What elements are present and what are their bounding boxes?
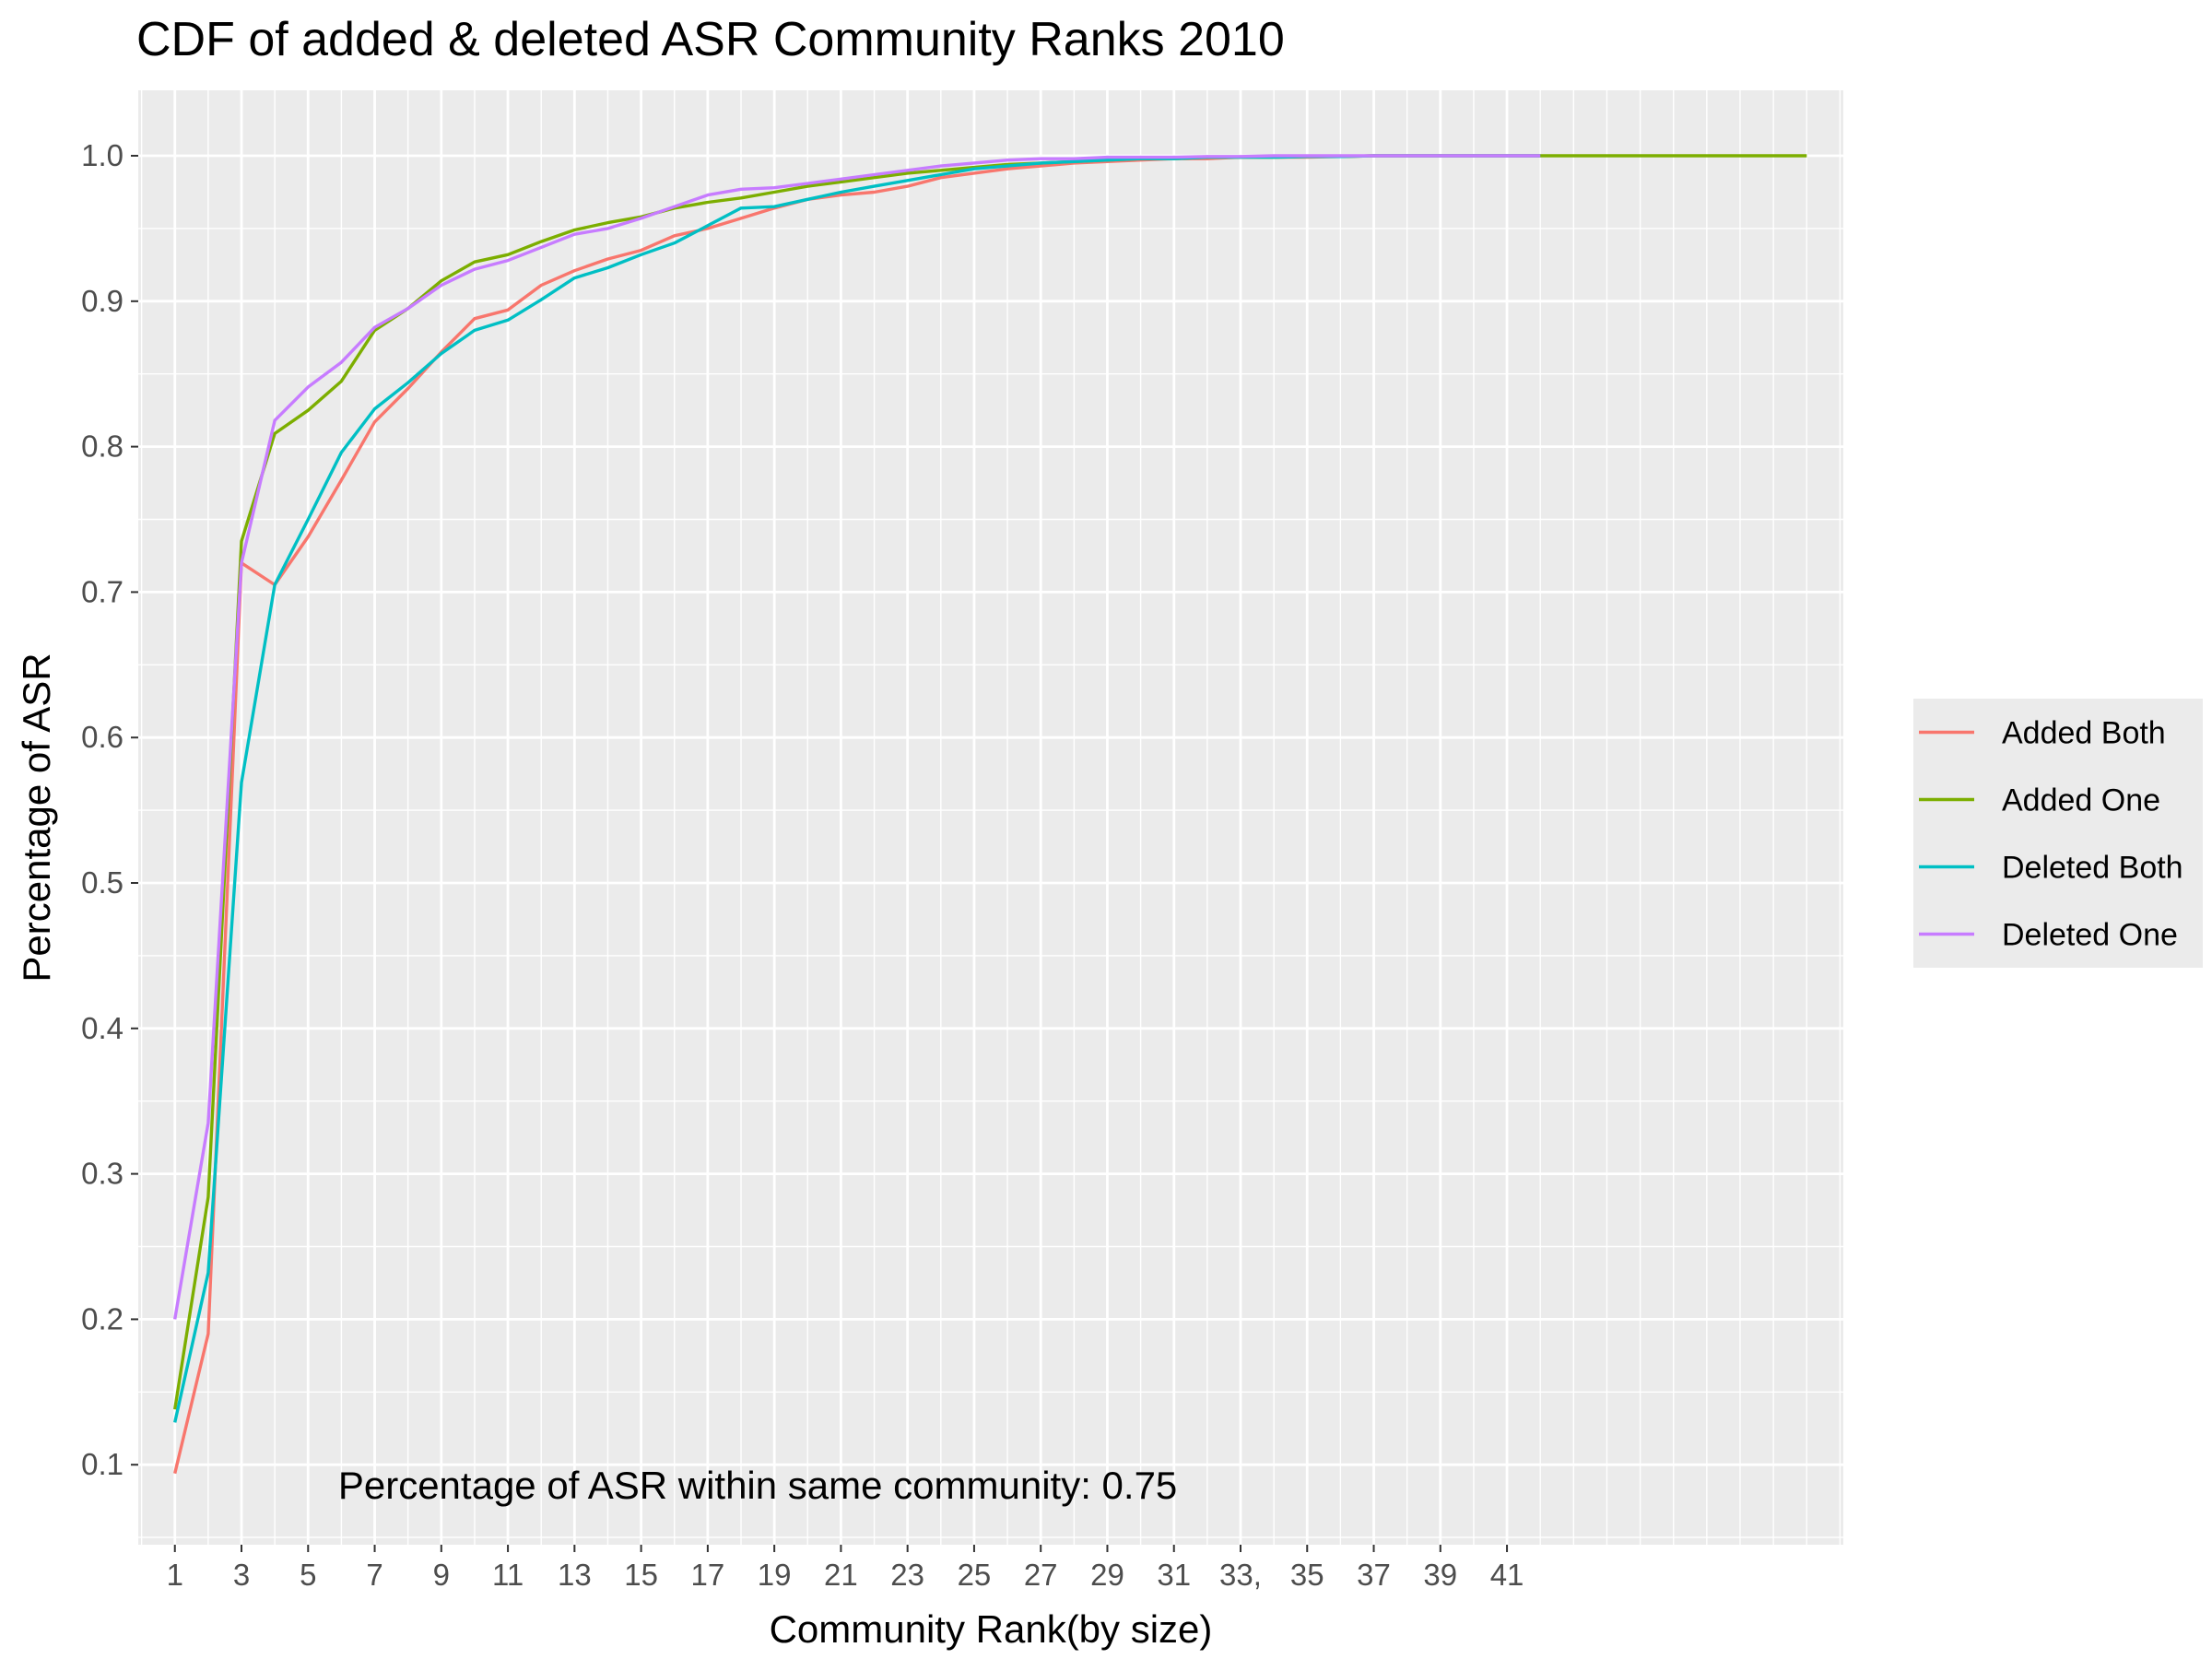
y-tick-label: 0.8 (81, 429, 124, 464)
y-axis-title: Percentage of ASR (15, 653, 58, 982)
y-tick-label: 0.2 (81, 1301, 124, 1335)
x-tick-label: 19 (758, 1558, 792, 1592)
x-tick-label: 15 (624, 1558, 658, 1592)
x-tick-label: 35 (1290, 1558, 1324, 1592)
x-tick-label: 9 (433, 1558, 450, 1592)
x-axis-ticks: 1 3 5 7 9 11 13 15 17 19 21 23 25 27 29 31 33, 35 37 39 41 (167, 1545, 1524, 1592)
x-tick-label: 31 (1157, 1558, 1191, 1592)
y-axis-ticks: 0.1 0.2 0.3 0.4 0.5 0.6 0.7 0.8 0.9 1.0 (81, 138, 138, 1481)
x-tick-label: 25 (958, 1558, 992, 1592)
x-tick-label: 3 (233, 1558, 250, 1592)
chart-title: CDF of added & deleted ASR Community Ran… (136, 13, 1285, 66)
legend-box (1913, 699, 2203, 968)
x-tick-label: 21 (824, 1558, 858, 1592)
x-tick-label: 41 (1490, 1558, 1524, 1592)
x-tick-label: 27 (1024, 1558, 1058, 1592)
y-tick-label: 0.1 (81, 1447, 124, 1481)
x-axis-title: Community Rank(by size) (770, 1607, 1213, 1651)
y-tick-label: 0.3 (81, 1157, 124, 1191)
annotation-text: Percentage of ASR within same community:… (338, 1464, 1177, 1507)
legend-label-deleted-both: Deleted Both (2002, 851, 2183, 886)
legend-label-added-both: Added Both (2002, 716, 2166, 751)
x-tick-label: 39 (1423, 1558, 1457, 1592)
x-tick-label: 23 (890, 1558, 924, 1592)
series-lines (173, 154, 1807, 1475)
x-tick-label: 5 (300, 1558, 316, 1592)
legend: Added Both Added One Deleted Both Deleted O… (1913, 699, 2203, 968)
x-tick-label: 37 (1357, 1558, 1391, 1592)
y-tick-label: 0.7 (81, 574, 124, 608)
minor-gridlines (138, 90, 1843, 1545)
major-gridlines (138, 90, 1843, 1545)
x-tick-label: 29 (1090, 1558, 1124, 1592)
y-tick-label: 0.4 (81, 1011, 124, 1045)
series-line-deleted-one (173, 154, 1541, 1320)
y-tick-label: 1.0 (81, 138, 124, 172)
legend-label-added-one: Added One (2002, 783, 2160, 818)
y-tick-label: 0.9 (81, 284, 124, 318)
x-tick-label: 1 (167, 1558, 183, 1592)
y-tick-label: 0.5 (81, 865, 124, 900)
x-tick-label: 33, (1219, 1558, 1262, 1592)
plot-panel (138, 90, 1843, 1545)
x-tick-label: 13 (558, 1558, 592, 1592)
x-tick-label: 7 (366, 1558, 382, 1592)
legend-label-deleted-one: Deleted One (2002, 918, 2178, 953)
y-tick-label: 0.6 (81, 720, 124, 754)
x-tick-label: 11 (492, 1558, 524, 1592)
x-tick-label: 17 (691, 1558, 725, 1592)
